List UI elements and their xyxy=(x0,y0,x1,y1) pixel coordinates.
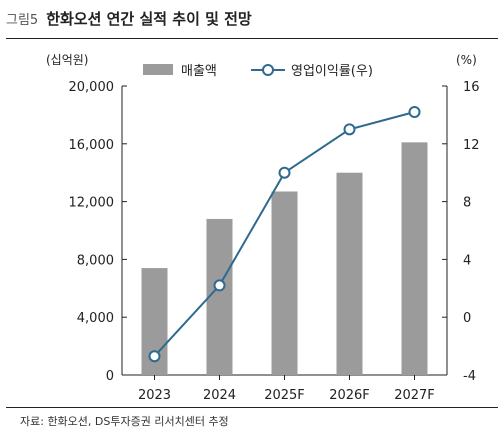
title-divider xyxy=(6,38,498,39)
x-tick-label: 2025F xyxy=(264,388,305,403)
legend-label-operating-margin: 영업이익률(우) xyxy=(291,64,373,79)
right-tick-label: -4 xyxy=(463,369,476,384)
left-tick-label: 20,000 xyxy=(69,80,115,95)
figure-header: 그림5 한화오션 연간 실적 추이 및 전망 xyxy=(6,8,252,30)
right-axis-unit: (%) xyxy=(456,53,477,67)
legend-swatch-revenue xyxy=(143,64,173,75)
figure-label: 그림5 xyxy=(6,13,39,28)
x-tick-label: 2027F xyxy=(394,388,435,403)
legend-marker-operating-margin xyxy=(262,64,274,76)
bar-revenue xyxy=(336,172,363,375)
right-tick-label: 12 xyxy=(463,138,480,153)
bar-revenue xyxy=(271,191,298,375)
point-operating-margin xyxy=(408,106,421,119)
left-tick-label: 0 xyxy=(106,369,114,384)
source-divider xyxy=(6,407,498,408)
right-tick-label: 4 xyxy=(463,253,471,268)
figure-title: 한화오션 연간 실적 추이 및 전망 xyxy=(46,10,252,28)
left-tick-label: 12,000 xyxy=(69,196,115,211)
bar-revenue xyxy=(206,218,233,375)
x-tick-label: 2026F xyxy=(329,388,370,403)
point-operating-margin xyxy=(343,123,356,136)
bar-revenue xyxy=(401,142,428,375)
point-operating-margin xyxy=(213,279,226,292)
right-tick-label: 8 xyxy=(463,196,471,211)
left-axis-unit: (십억원) xyxy=(46,53,88,67)
right-tick-label: 0 xyxy=(463,311,471,326)
x-tick-label: 2023 xyxy=(138,388,171,403)
legend-label-revenue: 매출액 xyxy=(181,64,217,79)
left-tick-label: 4,000 xyxy=(77,311,114,326)
right-tick-label: 16 xyxy=(463,80,480,95)
point-operating-margin xyxy=(278,166,291,179)
source-note: 자료: 한화오션, DS투자증권 리서치센터 추정 xyxy=(20,415,229,428)
left-tick-label: 16,000 xyxy=(69,138,115,153)
x-tick-label: 2024 xyxy=(203,388,236,403)
left-tick-label: 8,000 xyxy=(77,253,114,268)
point-operating-margin xyxy=(148,350,161,363)
